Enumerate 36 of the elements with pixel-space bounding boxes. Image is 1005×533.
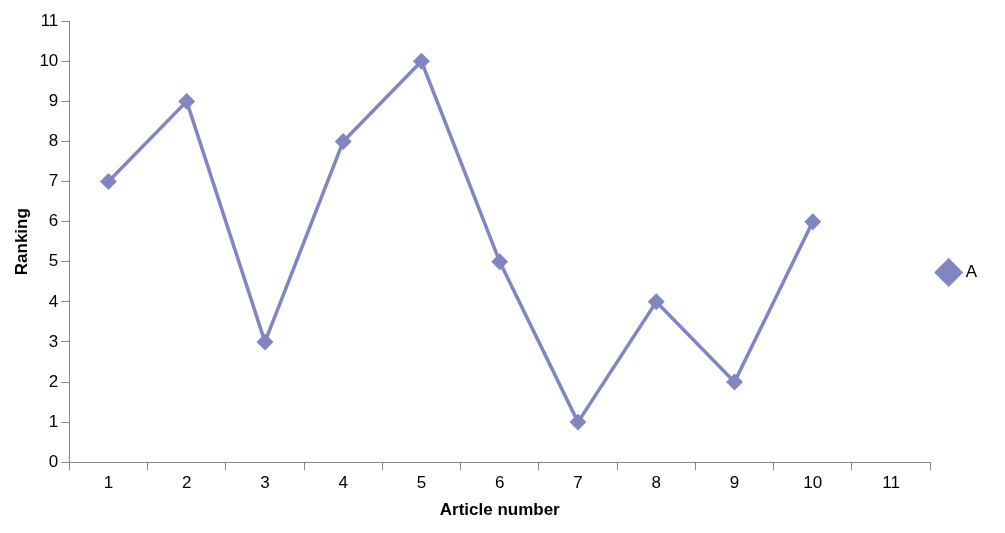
x-tick-label: 5 xyxy=(416,473,427,493)
y-tick-label: 10 xyxy=(39,50,59,70)
y-tick-label: 7 xyxy=(48,171,59,191)
y-tick-label: 4 xyxy=(48,291,59,311)
legend-label: A xyxy=(965,262,978,282)
y-tick-label: 11 xyxy=(40,10,59,30)
x-tick-label: 2 xyxy=(181,473,192,493)
point xyxy=(178,93,195,110)
y-tick-label: 1 xyxy=(48,411,59,431)
x-tick-label: 4 xyxy=(338,473,348,493)
point xyxy=(570,414,586,430)
x-tick-label: 9 xyxy=(729,473,740,493)
y-axis-title: Ranking xyxy=(11,208,31,276)
point xyxy=(726,374,743,390)
x-tick-label: 8 xyxy=(651,473,661,493)
y-tick-label: 8 xyxy=(48,131,59,151)
y-tick-label: 9 xyxy=(48,91,59,111)
x-tick-label: 10 xyxy=(803,473,823,493)
point xyxy=(491,254,508,270)
x-tick-label: 7 xyxy=(573,473,583,493)
point xyxy=(413,53,430,70)
x-tick-label: 11 xyxy=(882,473,900,493)
y-tick-label: 3 xyxy=(48,331,59,351)
point xyxy=(805,213,821,230)
point xyxy=(257,334,273,350)
x-tick-label: 6 xyxy=(495,473,505,493)
y-tick-label: 2 xyxy=(48,371,59,391)
y-tick-label: 0 xyxy=(48,451,59,471)
y-tick-label: 5 xyxy=(48,251,59,271)
y-tick-label: 6 xyxy=(48,211,59,231)
point xyxy=(648,294,664,310)
point xyxy=(100,173,117,190)
x-tick-label: 3 xyxy=(260,473,270,493)
x-tick-label: 1 xyxy=(103,473,114,493)
x-axis-title: Article number xyxy=(439,500,561,520)
point xyxy=(335,133,351,150)
